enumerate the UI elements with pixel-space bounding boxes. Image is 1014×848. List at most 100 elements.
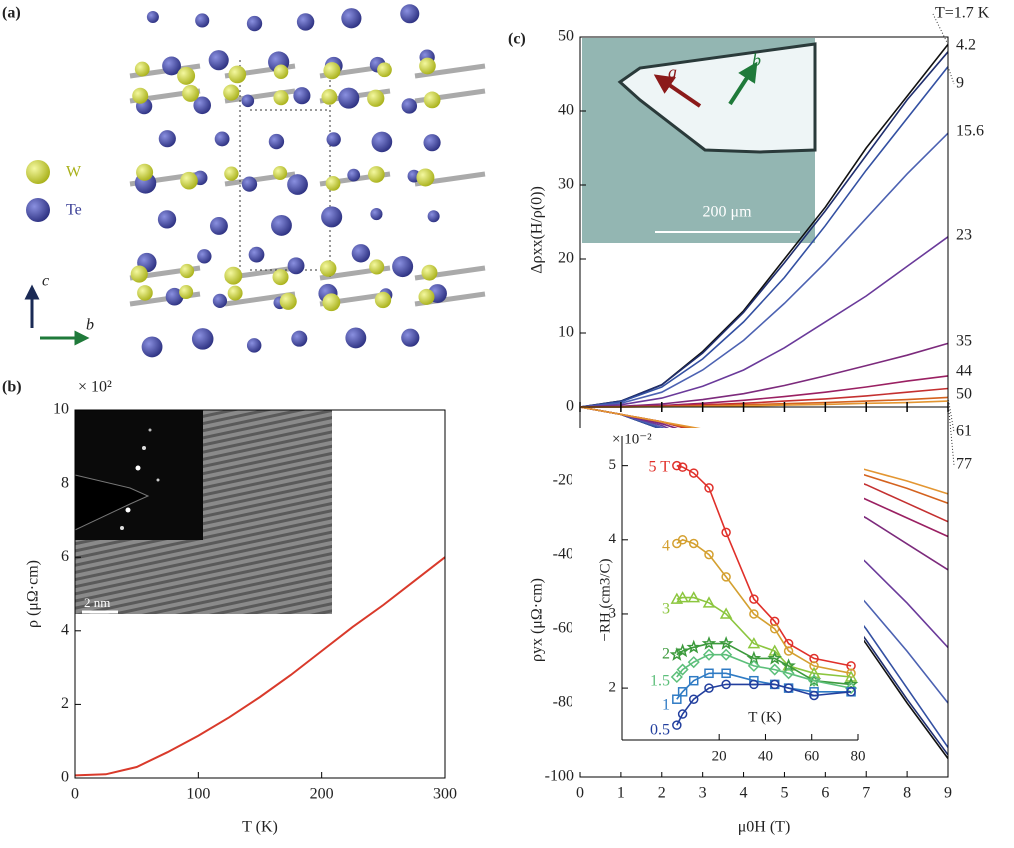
marker — [719, 607, 733, 619]
te-atom — [345, 327, 367, 349]
marker — [749, 679, 759, 690]
series-line — [579, 66, 949, 408]
te-atom — [400, 4, 420, 24]
x-axis-title: T (K) — [242, 819, 278, 836]
y-tick-label: -100 — [545, 768, 574, 785]
te-atom — [248, 246, 265, 263]
te-atom — [287, 174, 308, 195]
w-atom — [182, 84, 200, 102]
legend-label: 5 T — [649, 459, 671, 476]
w-atom — [130, 265, 148, 283]
y-tick-label: -60 — [553, 620, 574, 637]
series-label: 61 — [956, 423, 972, 440]
te-atom — [268, 133, 285, 150]
marker — [704, 668, 714, 679]
y-tick-label: 0 — [566, 398, 574, 415]
te-atom — [162, 56, 181, 76]
y-tick-label: 50 — [558, 28, 574, 45]
marker — [702, 648, 716, 661]
legend-label: Te — [66, 202, 82, 219]
x-tick-label: 8 — [903, 785, 911, 802]
x-tick-label: 2 — [658, 785, 666, 802]
series-label: T=1.7 K — [935, 5, 990, 22]
x-tick-label: 6 — [821, 785, 829, 802]
te-atom — [370, 208, 383, 221]
crystal-structure — [129, 4, 486, 358]
series-label: 35 — [956, 333, 972, 350]
leader-line — [947, 66, 955, 85]
marker — [676, 663, 689, 676]
x-tick-label: 60 — [804, 748, 819, 764]
w-atom — [179, 285, 194, 300]
axis-label: b — [86, 317, 94, 334]
w-atom — [416, 168, 435, 187]
te-atom — [193, 96, 211, 115]
te-atom — [427, 210, 440, 223]
marker — [688, 675, 699, 686]
te-atom — [141, 336, 163, 358]
te-atom — [338, 87, 360, 109]
plot-frame — [74, 409, 446, 779]
x-tick-label: 20 — [712, 748, 727, 764]
te-atom — [347, 168, 361, 182]
te-atom — [371, 131, 393, 153]
axis-multiplier: × 10⁻² — [612, 431, 652, 447]
x-tick-label: 200 — [310, 786, 334, 803]
y-tick-label: 3 — [609, 605, 617, 621]
series-line — [676, 464, 852, 667]
marker — [782, 667, 795, 680]
marker — [846, 687, 856, 697]
series-label: 9 — [956, 75, 964, 92]
x-tick-label: 80 — [851, 748, 866, 764]
series-line — [579, 132, 949, 408]
series-line — [579, 51, 949, 408]
y-tick-label: 5 — [609, 457, 617, 473]
marker — [807, 674, 821, 687]
te-atom — [351, 244, 371, 263]
x-axis-title: T (K) — [748, 709, 781, 725]
x-tick-label: 100 — [186, 786, 210, 803]
series-line — [74, 556, 446, 777]
w-atom — [228, 65, 247, 84]
series-label: 77 — [956, 456, 972, 473]
leader-line — [947, 397, 955, 433]
x-tick-label: 300 — [433, 786, 457, 803]
te-atom — [296, 13, 315, 31]
marker — [677, 462, 688, 472]
w-atom — [323, 62, 341, 80]
marker — [720, 648, 733, 661]
w-atom — [367, 89, 385, 107]
marker — [704, 549, 714, 560]
series-line — [676, 653, 852, 689]
te-atom — [293, 87, 311, 105]
marker — [688, 468, 699, 478]
y-axis-title: ρyx (μΩ·cm) — [529, 578, 546, 662]
w-atom — [273, 90, 289, 106]
marker — [844, 682, 858, 695]
x-tick-label: 5 — [780, 785, 788, 802]
series-label: 23 — [956, 227, 972, 244]
w-atom — [419, 57, 436, 75]
te-atom — [392, 256, 414, 278]
marker — [688, 694, 699, 704]
arrow-label: b — [752, 50, 761, 70]
w-atom — [320, 260, 337, 277]
marker — [749, 609, 759, 619]
te-atom — [423, 134, 441, 152]
marker — [721, 527, 731, 538]
marker — [721, 572, 731, 582]
y-tick-label: 20 — [558, 250, 574, 267]
series-line — [676, 672, 852, 700]
marker — [687, 656, 700, 669]
y-tick-label: 10 — [53, 401, 69, 418]
w-atom — [179, 263, 195, 279]
marker — [687, 591, 701, 603]
te-atom — [146, 11, 159, 24]
x-tick-label: 40 — [758, 748, 773, 764]
y-axis-title: ρ (μΩ·cm) — [25, 560, 42, 628]
te-atom — [191, 328, 214, 350]
w-atom — [418, 288, 435, 305]
scale-bar-label: 2 nm — [84, 595, 110, 610]
te-atom — [195, 13, 210, 28]
marker — [769, 624, 780, 634]
